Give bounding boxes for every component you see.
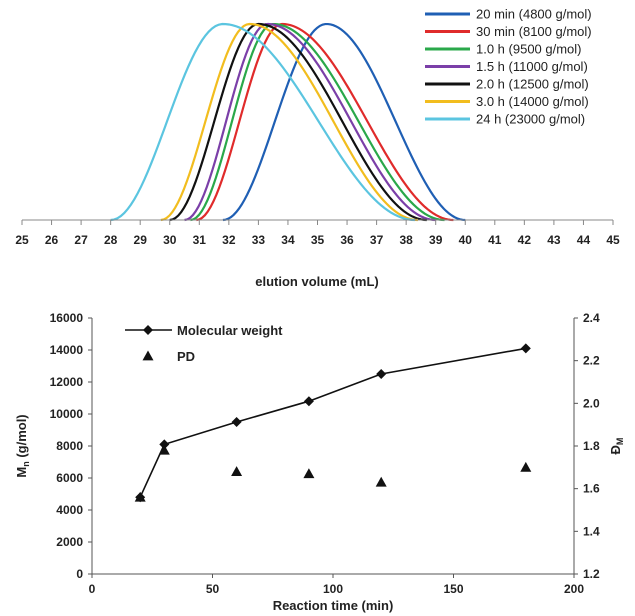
- gpc-x-tick-label: 35: [311, 233, 325, 247]
- gpc-curve-6: [111, 24, 415, 220]
- gpc-x-tick-label: 25: [15, 233, 29, 247]
- gpc-x-tick-label: 34: [281, 233, 295, 247]
- gpc-x-tick-label: 43: [547, 233, 561, 247]
- pd-point: [159, 445, 170, 455]
- gpc-curve-5: [161, 24, 418, 220]
- dm-y-tick-label: 2.0: [583, 396, 600, 410]
- mn-y-tick-label: 0: [76, 567, 83, 581]
- gpc-chart: 25 26 27 28 29 30 31 32 33 34 35 36 37 38 39 40 41 42 43 44…: [15, 7, 620, 290]
- mn-y-tick-label: 4000: [56, 503, 83, 517]
- mn-x-tick-label: 100: [323, 582, 343, 596]
- mn-legend: Molecular weight PD: [125, 323, 283, 364]
- gpc-legend-label: 24 h (23000 g/mol): [476, 112, 585, 127]
- dm-y-tick-label: 1.6: [583, 482, 600, 496]
- gpc-x-tick-label: 42: [518, 233, 532, 247]
- gpc-legend-label: 3.0 h (14000 g/mol): [476, 94, 589, 109]
- gpc-legend-label: 1.0 h (9500 g/mol): [476, 42, 582, 57]
- gpc-x-tick-label: 37: [370, 233, 384, 247]
- mn-x-axis-title: Reaction time (min): [273, 598, 394, 613]
- gpc-x-tick-label: 44: [577, 233, 591, 247]
- dm-y-tick-label: 2.2: [583, 354, 600, 368]
- mn-y-tick-label: 2000: [56, 535, 83, 549]
- mw-point: [232, 417, 242, 427]
- gpc-legend-label: 30 min (8100 g/mol): [476, 24, 592, 39]
- dm-y-tick-label: 1.2: [583, 567, 600, 581]
- dm-y-tick-label: 2.4: [583, 311, 600, 325]
- mn-x-tick-label: 150: [443, 582, 463, 596]
- gpc-legend: 20 min (4800 g/mol) 30 min (8100 g/mol) 1.…: [425, 7, 592, 127]
- mw-legend-marker: [143, 325, 153, 335]
- mw-point: [521, 343, 531, 353]
- pd-point: [520, 462, 531, 472]
- gpc-x-tick-label: 38: [399, 233, 413, 247]
- mn-y-tick-label: 12000: [50, 375, 84, 389]
- mn-x-tick-label: 50: [206, 582, 220, 596]
- pd-point: [303, 468, 314, 478]
- dm-y-tick-label: 1.4: [583, 524, 600, 538]
- mn-y-tick-label: 14000: [50, 343, 84, 357]
- gpc-x-tick-label: 45: [606, 233, 620, 247]
- mw-point: [376, 369, 386, 379]
- gpc-x-tick-label: 27: [74, 233, 88, 247]
- mn-x-tick-label: 0: [89, 582, 96, 596]
- mw-legend-label: Molecular weight: [177, 323, 283, 338]
- gpc-x-tick-label: 40: [459, 233, 473, 247]
- gpc-x-tick-label: 36: [340, 233, 354, 247]
- pd-legend-marker: [143, 351, 154, 361]
- mw-point: [304, 396, 314, 406]
- gpc-x-tick-label: 29: [134, 233, 148, 247]
- mn-y-tick-label: 6000: [56, 471, 83, 485]
- gpc-curve-2: [190, 24, 444, 220]
- gpc-x-axis-title: elution volume (mL): [255, 274, 379, 289]
- dm-y-axis-title-sub: M: [615, 438, 625, 446]
- mn-y-ticks: 0 2000 4000 6000 8000 10000 12000 14000 16000: [50, 311, 92, 581]
- pd-point: [376, 477, 387, 487]
- pd-point: [231, 466, 242, 476]
- gpc-x-tick-label: 26: [45, 233, 59, 247]
- gpc-x-tick-label: 41: [488, 233, 502, 247]
- gpc-curve-4: [170, 24, 427, 220]
- gpc-x-tick-label: 30: [163, 233, 177, 247]
- dm-y-tick-label: 1.8: [583, 439, 600, 453]
- mn-series: [135, 343, 532, 502]
- gpc-legend-label: 1.5 h (11000 g/mol): [476, 59, 588, 74]
- mw-series-line: [140, 348, 526, 497]
- mn-y-axis-title-rest: (g/mol): [14, 414, 29, 461]
- gpc-curves: [111, 24, 466, 220]
- mn-y-tick-label: 10000: [50, 407, 84, 421]
- gpc-legend-label: 20 min (4800 g/mol): [476, 7, 592, 22]
- pd-legend-label: PD: [177, 349, 195, 364]
- gpc-x-ticks: 25 26 27 28 29 30 31 32 33 34 35 36 37 38 39 40 41 42 43 44…: [15, 220, 620, 247]
- gpc-x-tick-label: 31: [193, 233, 207, 247]
- mn-y-tick-label: 16000: [50, 311, 84, 325]
- mn-x-ticks: 0 50 100 150 200: [89, 574, 585, 596]
- dm-y-ticks: 1.2 1.4 1.6 1.8 2.0 2.2 2.4: [574, 311, 600, 581]
- gpc-curve-3: [185, 24, 436, 220]
- dm-y-axis-title: ĐM: [608, 438, 625, 455]
- gpc-x-tick-label: 32: [222, 233, 236, 247]
- dm-y-axis-title-main: Đ: [608, 445, 623, 454]
- gpc-x-tick-label: 33: [252, 233, 266, 247]
- gpc-x-tick-label: 39: [429, 233, 443, 247]
- mn-x-tick-label: 200: [564, 582, 584, 596]
- mn-y-tick-label: 8000: [56, 439, 83, 453]
- gpc-x-tick-label: 28: [104, 233, 118, 247]
- mn-y-axis-title-main: M: [14, 467, 29, 478]
- mn-y-axis-title: Mn (g/mol): [14, 414, 31, 477]
- gpc-legend-label: 2.0 h (12500 g/mol): [476, 77, 589, 92]
